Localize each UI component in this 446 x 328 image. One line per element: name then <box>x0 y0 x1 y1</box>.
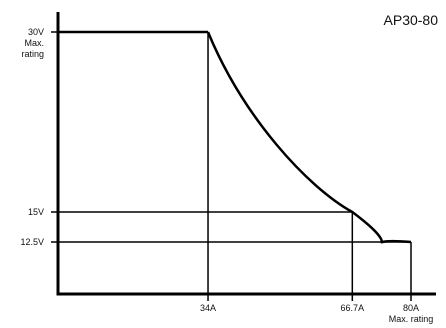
y-tick-label: 12.5V <box>20 237 44 247</box>
y-tick-label: 30V <box>28 27 44 37</box>
x-tick-label: 80A <box>403 303 419 313</box>
constant-power-curve <box>206 31 412 244</box>
y-tick-sublabel: Max. <box>24 38 44 48</box>
x-tick-label: 66.7A <box>341 303 365 313</box>
y-tick-sublabel: rating <box>21 49 44 59</box>
y-tick-label: 15V <box>28 207 44 217</box>
x-tick-label: 34A <box>200 303 216 313</box>
chart-title: AP30-80 <box>384 12 439 28</box>
x-tick-sublabel: Max. rating <box>389 314 434 324</box>
